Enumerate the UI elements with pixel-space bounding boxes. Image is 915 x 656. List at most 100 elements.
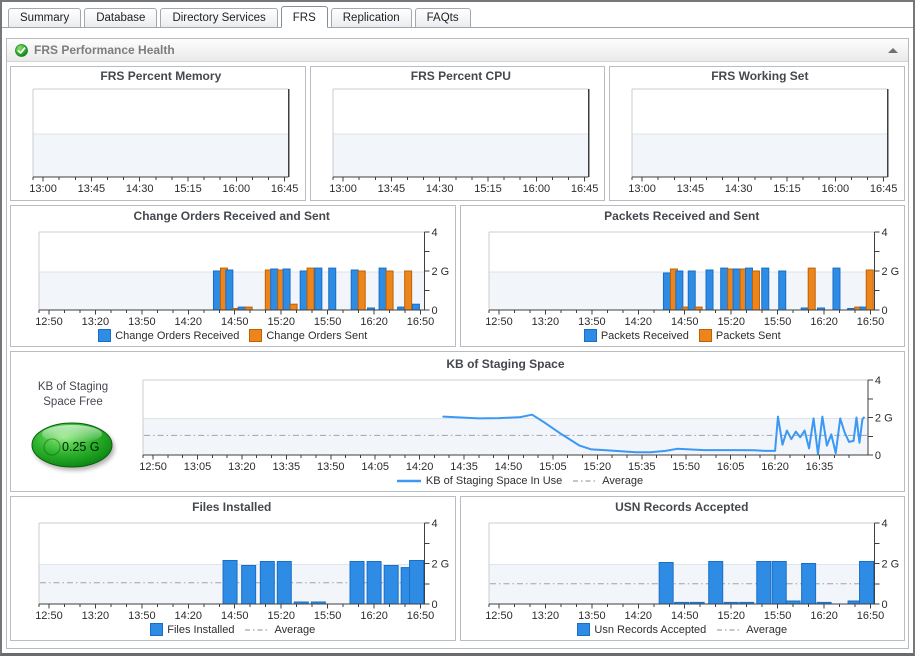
legend-packets: Packets Received Packets Sent [461, 327, 905, 344]
svg-text:16:50: 16:50 [856, 316, 883, 327]
svg-text:12:50: 12:50 [485, 316, 512, 327]
svg-text:14:20: 14:20 [624, 316, 651, 327]
legend-swatch-icon [698, 329, 712, 342]
svg-text:KB of Staging Space: KB of Staging Space [446, 357, 564, 371]
chart-canvas-change-orders: 12:50 13:20 13:50 14:20 14:50 15:20 15:50 16:20… [35, 209, 450, 327]
svg-text:15:20: 15:20 [267, 316, 294, 327]
legend-label: Average [746, 623, 788, 636]
legend-dashdot-icon [573, 479, 598, 482]
tab-faqts[interactable]: FAQts [414, 8, 471, 28]
svg-text:16:20: 16:20 [360, 316, 387, 327]
svg-text:0: 0 [881, 305, 887, 317]
panel-header: FRS Performance Health [7, 39, 908, 62]
svg-text:16:45: 16:45 [870, 183, 898, 195]
svg-text:0: 0 [432, 305, 438, 317]
legend-swatch-icon [583, 329, 597, 342]
svg-text:15:20: 15:20 [717, 610, 744, 621]
svg-text:15:20: 15:20 [267, 610, 294, 621]
tab-frs[interactable]: FRS [280, 6, 328, 28]
svg-text:Packets Received and Sent: Packets Received and Sent [604, 209, 759, 223]
legend-item: Change Orders Received [98, 329, 239, 342]
staging-space-free-gauge[interactable]: 0.25 G [27, 419, 119, 473]
svg-text:14:30: 14:30 [725, 183, 753, 195]
svg-text:16:20: 16:20 [810, 610, 837, 621]
chart-frs-percent-cpu: 13:00 13:45 14:30 15:15 16:00 16:45 FRS Percen… [309, 66, 606, 201]
row-top-charts: 13:00 13:45 14:30 15:15 16:00 16:45 FRS Percen… [10, 66, 906, 201]
up-triangle-icon [888, 47, 898, 53]
chart-frs-percent-memory: 13:00 13:45 14:30 15:15 16:00 16:45 FRS Percen… [10, 66, 306, 201]
legend-item: Usn Records Accepted [577, 623, 706, 636]
svg-text:13:50: 13:50 [578, 610, 605, 621]
svg-text:0: 0 [881, 599, 887, 611]
svg-text:13:20: 13:20 [82, 316, 109, 327]
svg-text:14:20: 14:20 [624, 610, 651, 621]
svg-text:2 G: 2 G [432, 266, 450, 278]
chart-canvas-frs-working-set: 13:00 13:45 14:30 15:15 16:00 16:45 FRS Workin… [629, 69, 898, 195]
green-check-icon [15, 43, 28, 57]
staging-chart-area: 12:50 13:05 13:20 13:35 13:50 14:05 14:20 14:35… [135, 352, 904, 491]
chart-files-installed: 12:50 13:20 13:50 14:20 14:50 15:20 15:50 16:20… [10, 496, 456, 641]
chart-canvas-files-installed: 12:50 13:20 13:50 14:20 14:50 15:20 15:50 16:20… [35, 500, 450, 621]
svg-text:12:50: 12:50 [35, 316, 62, 327]
chart-packets: 12:50 13:20 13:50 14:20 14:50 15:20 15:50 16:20… [459, 205, 905, 347]
chart-canvas-packets: 12:50 13:20 13:50 14:20 14:50 15:20 15:50 16:20… [485, 209, 899, 327]
tab-replication[interactable]: Replication [330, 8, 412, 28]
legend-label: KB of Staging Space In Use [425, 474, 563, 487]
svg-text:15:05: 15:05 [539, 461, 567, 472]
legend-label: Files Installed [167, 623, 235, 636]
svg-text:15:15: 15:15 [174, 183, 202, 195]
legend-dashdot-icon [245, 628, 270, 631]
legend-dashdot-icon [717, 628, 742, 631]
svg-text:15:35: 15:35 [628, 461, 656, 472]
svg-text:16:50: 16:50 [407, 610, 434, 621]
svg-text:14:05: 14:05 [361, 461, 389, 472]
svg-text:14:50: 14:50 [671, 610, 698, 621]
tab-bar: Summary Database Directory Services FRS Repl… [2, 2, 913, 28]
legend-swatch-icon [577, 623, 591, 636]
gauge-led-icon [43, 438, 61, 456]
svg-text:15:20: 15:20 [584, 461, 612, 472]
svg-text:13:20: 13:20 [531, 316, 558, 327]
svg-text:16:50: 16:50 [407, 316, 434, 327]
tab-summary[interactable]: Summary [8, 8, 82, 28]
svg-text:13:05: 13:05 [184, 461, 212, 472]
svg-text:15:50: 15:50 [763, 316, 790, 327]
panel-title: FRS Performance Health [34, 43, 175, 57]
legend-swatch-icon [249, 329, 263, 342]
svg-text:13:45: 13:45 [377, 183, 405, 195]
svg-text:15:50: 15:50 [672, 461, 700, 472]
staging-gauge-panel: KB of Staging Space Free [11, 352, 135, 491]
legend-label: Packets Received [600, 329, 689, 342]
svg-text:4: 4 [881, 518, 887, 530]
svg-text:16:35: 16:35 [806, 461, 834, 472]
svg-text:12:50: 12:50 [35, 610, 62, 621]
svg-text:15:50: 15:50 [763, 610, 790, 621]
svg-text:2 G: 2 G [881, 558, 899, 570]
svg-text:15:20: 15:20 [717, 316, 744, 327]
legend-item: Packets Received [583, 329, 689, 342]
spacer [2, 28, 913, 38]
svg-text:2 G: 2 G [432, 558, 450, 570]
svg-text:13:35: 13:35 [273, 461, 301, 472]
svg-text:14:50: 14:50 [495, 461, 523, 472]
svg-text:14:20: 14:20 [175, 610, 202, 621]
svg-text:13:00: 13:00 [29, 183, 57, 195]
gauge-label-line2: Space Free [43, 395, 103, 408]
legend-item: Average [572, 475, 643, 487]
svg-text:FRS Percent Memory: FRS Percent Memory [100, 69, 221, 83]
gauge-value: 0.25 G [62, 440, 100, 454]
svg-text:2 G: 2 G [881, 266, 899, 278]
svg-text:15:15: 15:15 [474, 183, 502, 195]
tab-directory-services[interactable]: Directory Services [160, 8, 278, 28]
gauge-label: KB of Staging Space Free [38, 380, 108, 410]
legend-label: Average [274, 623, 316, 636]
legend-usn-records: Usn Records Accepted Average [461, 621, 905, 638]
legend-item: Files Installed [150, 623, 234, 636]
chart-usn-records: 12:50 13:20 13:50 14:20 14:50 15:20 15:50 16:20… [459, 496, 905, 641]
svg-text:16:45: 16:45 [271, 183, 299, 195]
svg-text:Change Orders Received and Sen: Change Orders Received and Sent [134, 209, 330, 223]
legend-item: Packets Sent [698, 329, 781, 342]
svg-text:13:45: 13:45 [677, 183, 705, 195]
tab-database[interactable]: Database [84, 8, 158, 28]
collapse-button[interactable] [886, 44, 900, 56]
